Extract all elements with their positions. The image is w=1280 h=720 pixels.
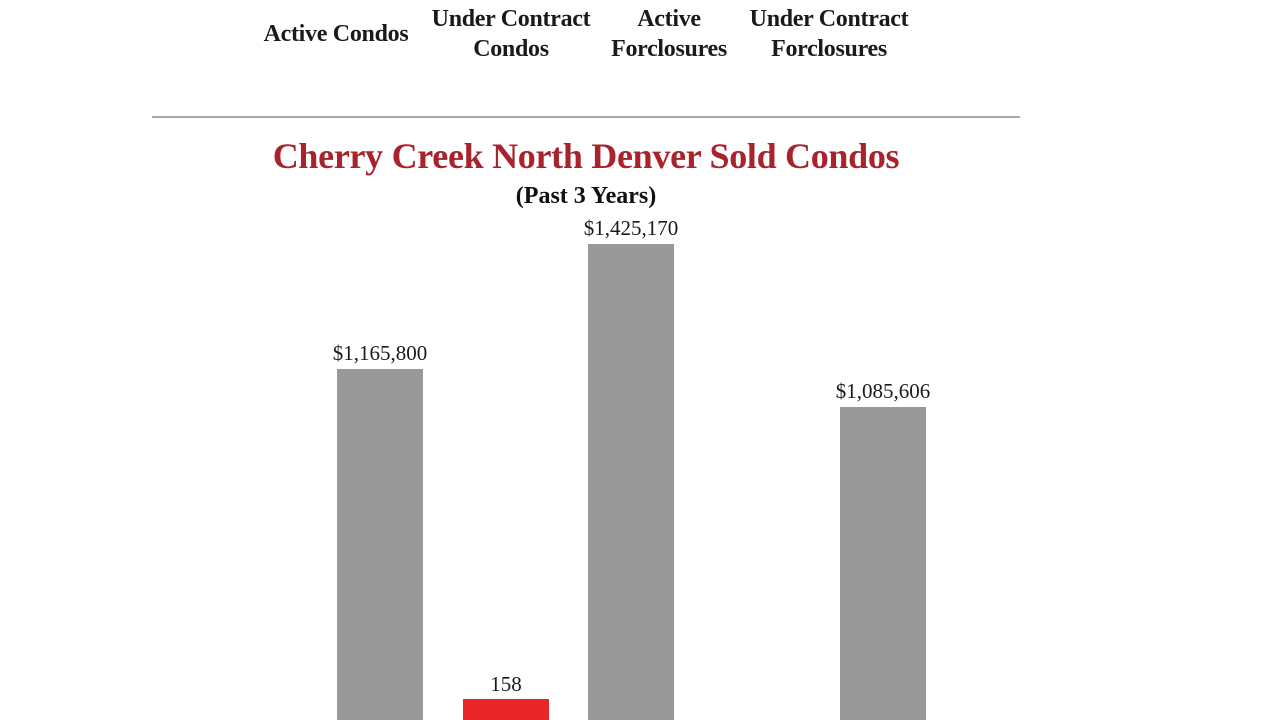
chart-subtitle: (Past 3 Years) (515, 183, 657, 209)
bar-under-contract-condos (463, 699, 549, 720)
bar-value-label: 158 (490, 672, 522, 696)
bar-value-label: $1,085,606 (835, 379, 931, 403)
legend-item-under-contract-condos: Under Contract Condos (431, 6, 591, 62)
bar-active-forclosures (588, 244, 674, 720)
bar-under-contract-forclosures (840, 407, 926, 720)
bar-value-label: $1,165,800 (332, 341, 428, 365)
legend-item-under-contract-forclosures: Under Contract Forclosures (749, 6, 909, 62)
divider (152, 116, 1020, 118)
legend-item-active-condos: Active Condos (263, 21, 409, 47)
bar-active-condos (337, 369, 423, 720)
legend-item-active-forclosures: Active Forclosures (611, 6, 727, 62)
bar-value-label: $1,425,170 (583, 216, 679, 240)
chart-title: Cherry Creek North Denver Sold Condos (272, 136, 900, 176)
